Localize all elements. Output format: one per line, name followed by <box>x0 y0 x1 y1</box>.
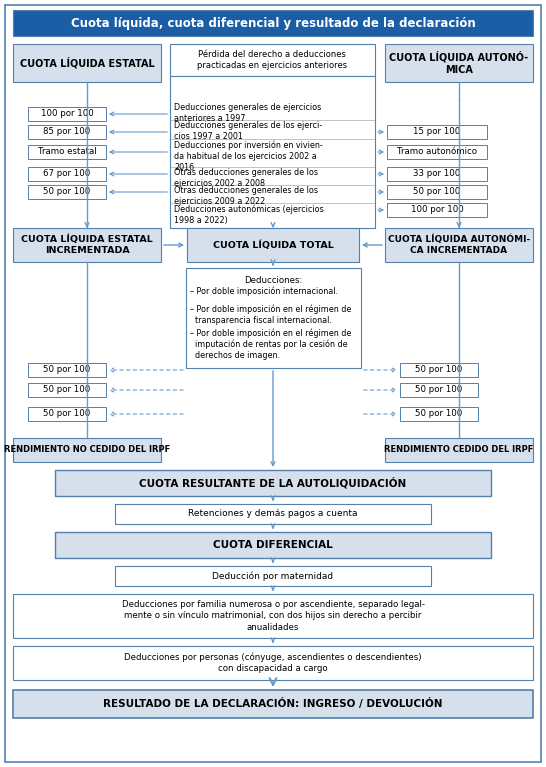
Text: Pérdida del derecho a deducciones
practicadas en ejercicios anteriores: Pérdida del derecho a deducciones practi… <box>197 50 347 70</box>
FancyBboxPatch shape <box>186 268 361 368</box>
FancyBboxPatch shape <box>5 5 541 762</box>
FancyBboxPatch shape <box>387 125 487 139</box>
FancyBboxPatch shape <box>13 228 161 262</box>
Text: Deducciones generales de los ejerci-
cios 1997 a 2001: Deducciones generales de los ejerci- cio… <box>174 121 322 141</box>
Text: – Por doble imposición en el régimen de
  transparencia fiscal internacional.: – Por doble imposición en el régimen de … <box>190 304 352 324</box>
Text: 67 por 100: 67 por 100 <box>43 170 91 179</box>
Text: 15 por 100: 15 por 100 <box>413 127 461 137</box>
Text: 100 por 100: 100 por 100 <box>40 110 93 118</box>
Text: Otras deducciones generales de los
ejercicios 2009 a 2022: Otras deducciones generales de los ejerc… <box>174 186 318 206</box>
FancyBboxPatch shape <box>13 10 533 36</box>
FancyBboxPatch shape <box>13 646 533 680</box>
Text: Cuota líquida, cuota diferencial y resultado de la declaración: Cuota líquida, cuota diferencial y resul… <box>70 17 476 29</box>
Text: CUOTA LÍQUIDA ESTATAL: CUOTA LÍQUIDA ESTATAL <box>20 58 155 69</box>
FancyBboxPatch shape <box>400 383 478 397</box>
FancyBboxPatch shape <box>400 363 478 377</box>
Text: 100 por 100: 100 por 100 <box>411 206 464 215</box>
Text: – Por doble imposición en el régimen de
  imputación de rentas por la cesión de
: – Por doble imposición en el régimen de … <box>190 328 352 360</box>
Text: Deducciones autonómicas (ejercicios
1998 a 2022): Deducciones autonómicas (ejercicios 1998… <box>174 204 324 225</box>
FancyBboxPatch shape <box>13 594 533 638</box>
FancyBboxPatch shape <box>170 76 375 228</box>
FancyBboxPatch shape <box>28 383 106 397</box>
FancyBboxPatch shape <box>387 167 487 181</box>
Text: Deducciones generales de ejercicios
anteriores a 1997: Deducciones generales de ejercicios ante… <box>174 103 321 123</box>
Text: CUOTA LÍQUIDA AUTONÓMI-
CA INCREMENTADA: CUOTA LÍQUIDA AUTONÓMI- CA INCREMENTADA <box>388 235 530 255</box>
FancyBboxPatch shape <box>385 438 533 462</box>
FancyBboxPatch shape <box>400 407 478 421</box>
FancyBboxPatch shape <box>28 363 106 377</box>
Text: 50 por 100: 50 por 100 <box>416 386 462 394</box>
FancyBboxPatch shape <box>387 145 487 159</box>
Text: RENDIMIENTO NO CEDIDO DEL IRPF: RENDIMIENTO NO CEDIDO DEL IRPF <box>4 446 170 455</box>
FancyBboxPatch shape <box>13 438 161 462</box>
Text: CUOTA RESULTANTE DE LA AUTOLIQUIDACIÓN: CUOTA RESULTANTE DE LA AUTOLIQUIDACIÓN <box>139 477 407 489</box>
Text: CUOTA LÍQUIDA ESTATAL
INCREMENTADA: CUOTA LÍQUIDA ESTATAL INCREMENTADA <box>21 235 153 255</box>
Text: 50 por 100: 50 por 100 <box>43 366 91 374</box>
Text: 85 por 100: 85 por 100 <box>43 127 91 137</box>
FancyBboxPatch shape <box>385 44 533 82</box>
FancyBboxPatch shape <box>28 145 106 159</box>
FancyBboxPatch shape <box>187 228 359 262</box>
FancyBboxPatch shape <box>28 407 106 421</box>
Text: CUOTA LÍQUIDA AUTONÓ-
MICA: CUOTA LÍQUIDA AUTONÓ- MICA <box>389 51 529 75</box>
Text: 50 por 100: 50 por 100 <box>416 366 462 374</box>
FancyBboxPatch shape <box>28 107 106 121</box>
Text: Retenciones y demás pagos a cuenta: Retenciones y demás pagos a cuenta <box>188 509 358 518</box>
Text: Deducciones por personas (cónyuge, ascendientes o descendientes)
con discapacida: Deducciones por personas (cónyuge, ascen… <box>124 653 422 673</box>
Text: Deducciones por inversión en vivien-
da habitual de los ejercicios 2002 a
2016: Deducciones por inversión en vivien- da … <box>174 140 323 172</box>
Text: CUOTA LÍQUIDA TOTAL: CUOTA LÍQUIDA TOTAL <box>212 240 334 250</box>
FancyBboxPatch shape <box>115 504 431 524</box>
Text: CUOTA DIFERENCIAL: CUOTA DIFERENCIAL <box>213 540 333 550</box>
FancyBboxPatch shape <box>387 203 487 217</box>
Text: 33 por 100: 33 por 100 <box>413 170 461 179</box>
FancyBboxPatch shape <box>387 185 487 199</box>
FancyBboxPatch shape <box>385 228 533 262</box>
FancyBboxPatch shape <box>55 532 491 558</box>
FancyBboxPatch shape <box>55 470 491 496</box>
Text: RESULTADO DE LA DECLARACIÓN: INGRESO / DEVOLUCIÓN: RESULTADO DE LA DECLARACIÓN: INGRESO / D… <box>103 699 443 709</box>
FancyBboxPatch shape <box>13 690 533 718</box>
Text: 50 por 100: 50 por 100 <box>413 187 461 196</box>
FancyBboxPatch shape <box>170 44 375 76</box>
Text: 50 por 100: 50 por 100 <box>43 410 91 419</box>
Text: – Por doble imposición internacional.: – Por doble imposición internacional. <box>190 286 338 295</box>
FancyBboxPatch shape <box>28 167 106 181</box>
Text: Tramo autonómico: Tramo autonómico <box>397 147 477 156</box>
Text: 50 por 100: 50 por 100 <box>416 410 462 419</box>
Text: Tramo estatal: Tramo estatal <box>38 147 96 156</box>
Text: RENDIMIENTO CEDIDO DEL IRPF: RENDIMIENTO CEDIDO DEL IRPF <box>384 446 533 455</box>
FancyBboxPatch shape <box>28 185 106 199</box>
Text: 50 por 100: 50 por 100 <box>43 386 91 394</box>
Text: Deducción por maternidad: Deducción por maternidad <box>212 571 334 581</box>
Text: Deducciones:: Deducciones: <box>244 276 302 285</box>
FancyBboxPatch shape <box>115 566 431 586</box>
Text: 50 por 100: 50 por 100 <box>43 187 91 196</box>
FancyBboxPatch shape <box>28 125 106 139</box>
Text: Otras deducciones generales de los
ejercicios 2002 a 2008: Otras deducciones generales de los ejerc… <box>174 168 318 188</box>
Text: Deducciones por familia numerosa o por ascendiente, separado legal-
mente o sin : Deducciones por familia numerosa o por a… <box>122 601 424 631</box>
FancyBboxPatch shape <box>13 44 161 82</box>
